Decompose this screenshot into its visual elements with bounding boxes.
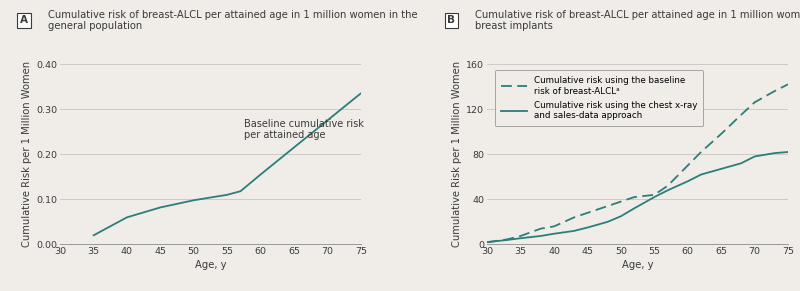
Y-axis label: Cumulative Risk per 1 Million Women: Cumulative Risk per 1 Million Women <box>452 61 462 247</box>
Text: A: A <box>20 15 28 25</box>
Text: B: B <box>447 15 455 25</box>
Text: Cumulative risk of breast-ALCL per attained age in 1 million women in the
genera: Cumulative risk of breast-ALCL per attai… <box>48 10 418 31</box>
X-axis label: Age, y: Age, y <box>194 260 226 270</box>
Legend: Cumulative risk using the baseline
risk of breast-ALCLᵃ, Cumulative risk using t: Cumulative risk using the baseline risk … <box>494 70 703 127</box>
Text: Cumulative risk of breast-ALCL per attained age in 1 million women with
breast i: Cumulative risk of breast-ALCL per attai… <box>475 10 800 31</box>
Text: Baseline cumulative risk
per attained age: Baseline cumulative risk per attained ag… <box>244 119 364 140</box>
X-axis label: Age, y: Age, y <box>622 260 654 270</box>
Y-axis label: Cumulative Risk per 1 Million Women: Cumulative Risk per 1 Million Women <box>22 61 32 247</box>
